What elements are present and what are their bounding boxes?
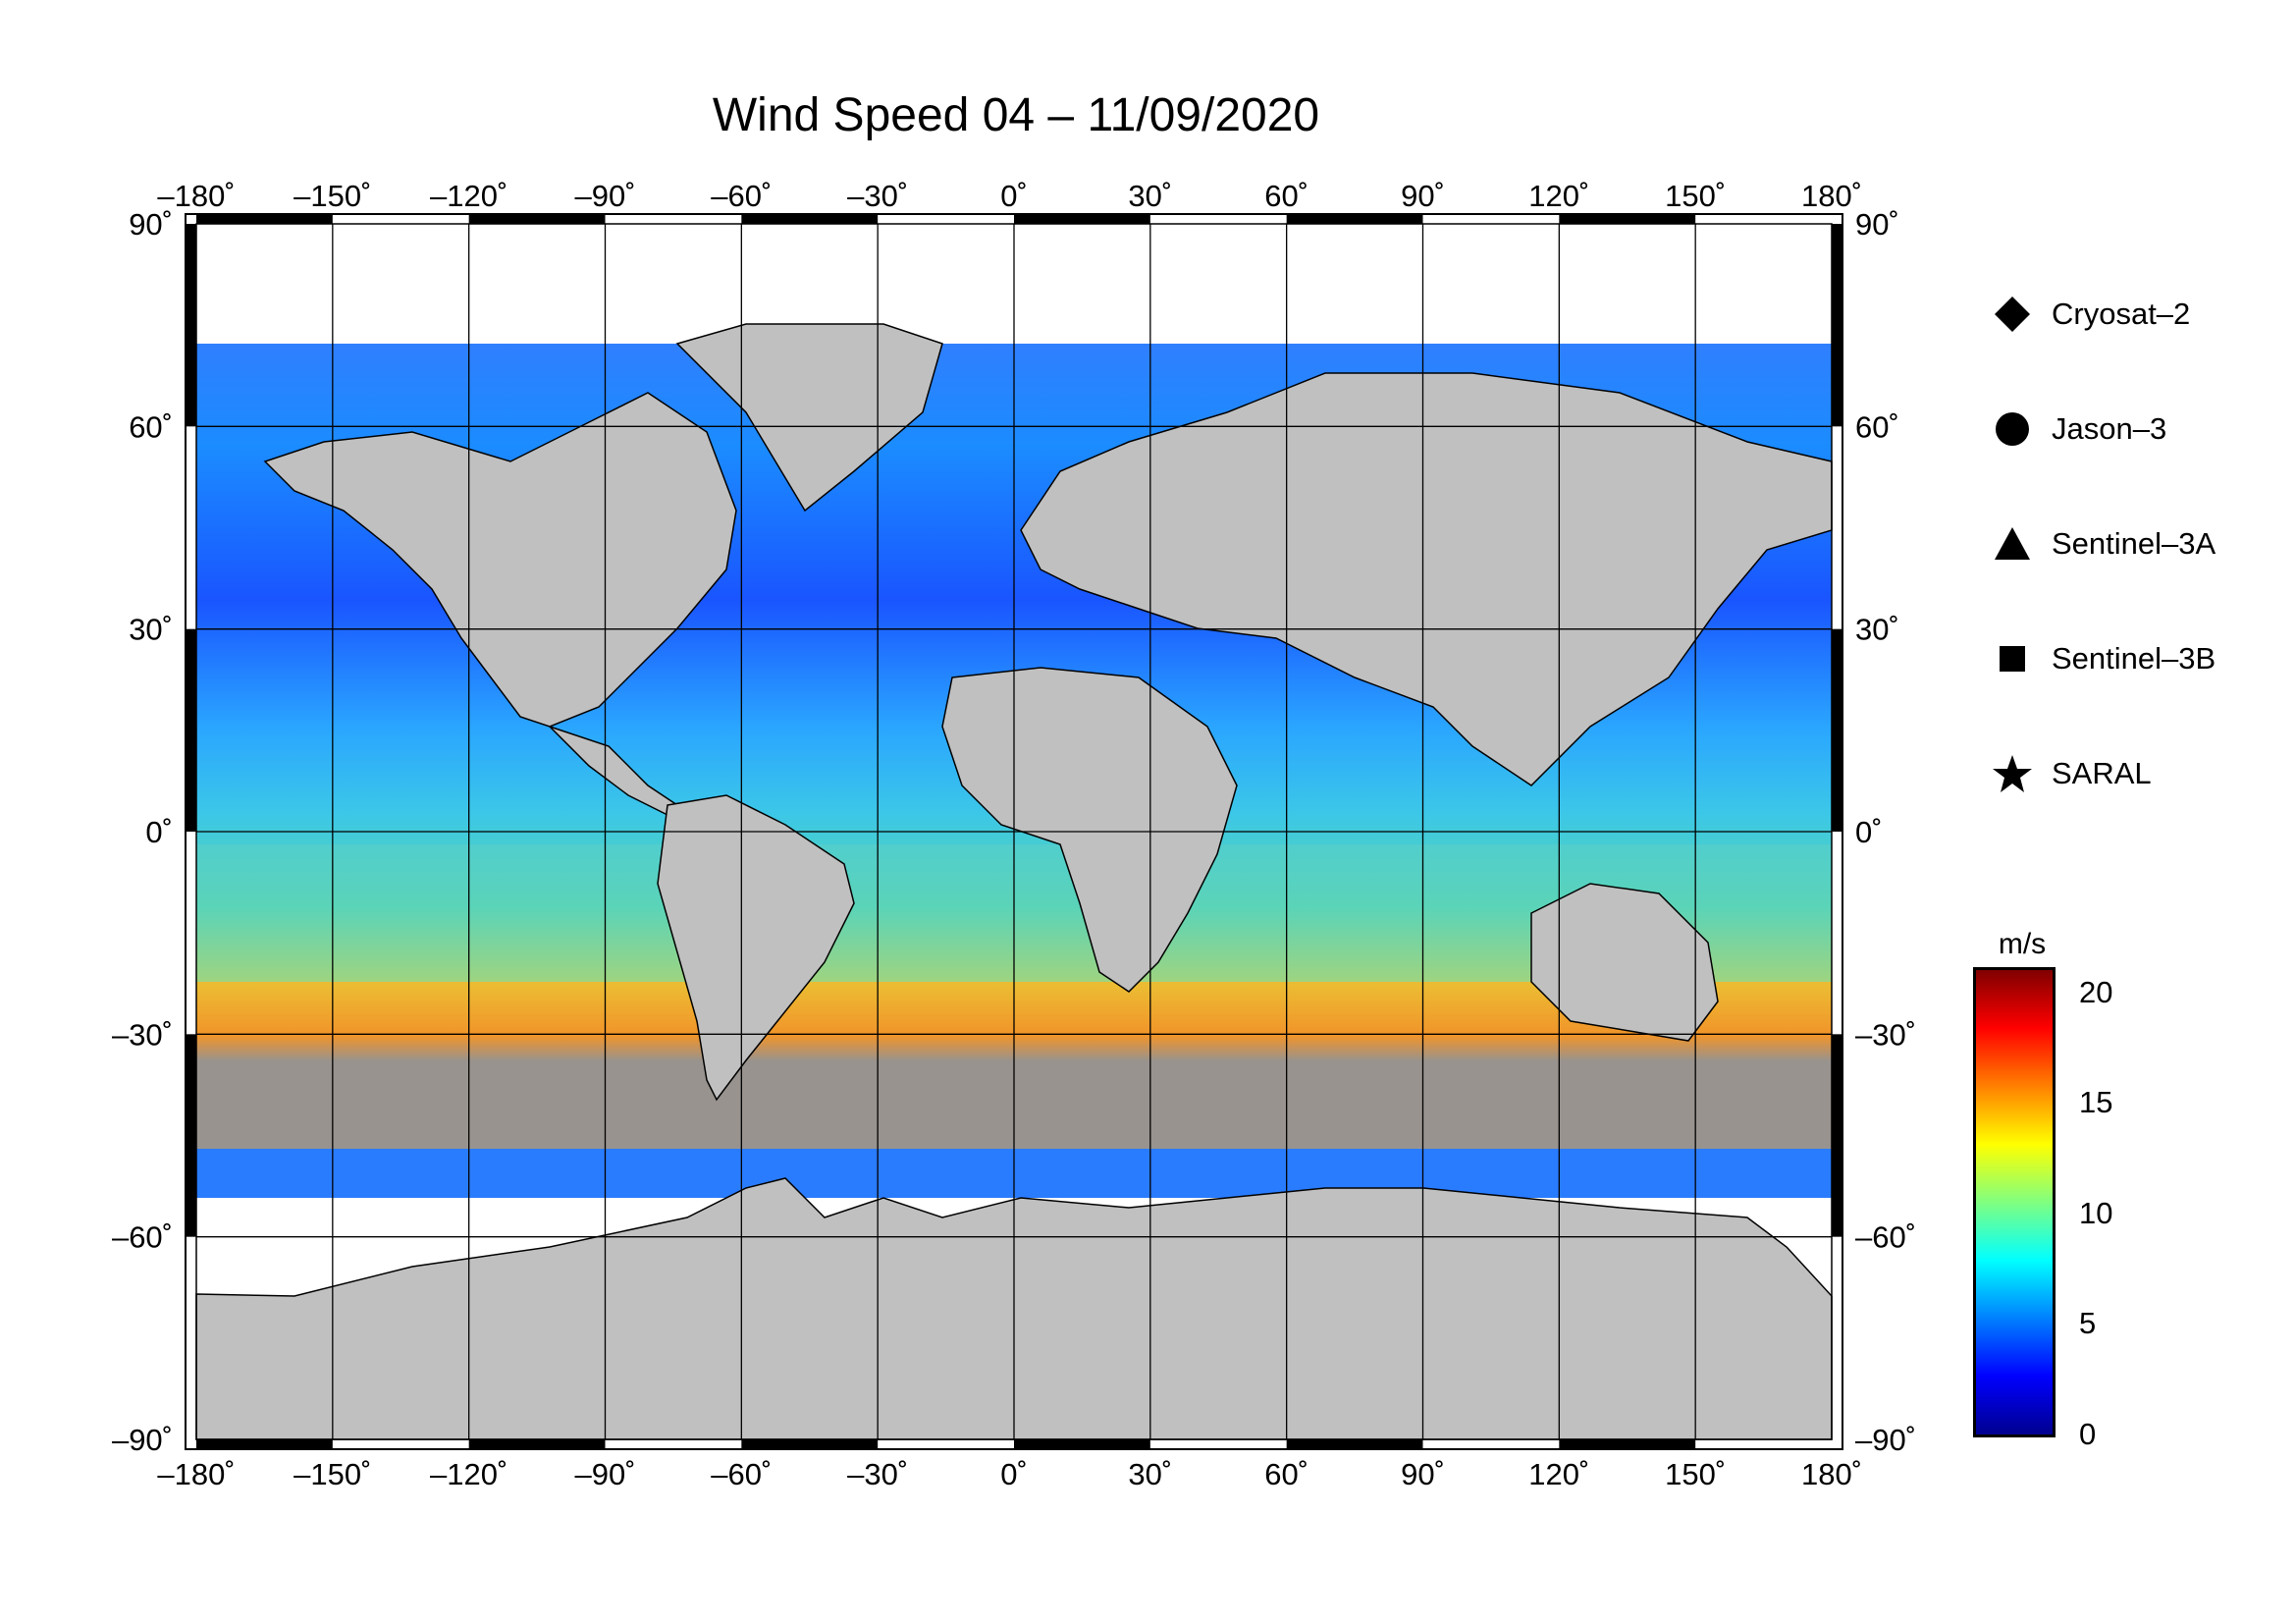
frame-bar-segment bbox=[1286, 214, 1423, 224]
latitude-tick-label: 30˚ bbox=[1855, 613, 1899, 647]
north-america-land bbox=[263, 392, 737, 728]
frame-scale-bars bbox=[186, 214, 1842, 1449]
latitude-tick-label: 0˚ bbox=[1855, 815, 1883, 849]
latitude-tick-label: 30˚ bbox=[129, 613, 173, 647]
longitude-tick-label: –90˚ bbox=[574, 179, 635, 213]
latitude-tick-label: 90˚ bbox=[1855, 207, 1899, 242]
frame-bar-segment bbox=[186, 628, 196, 832]
latitude-tick-label: –60˚ bbox=[1855, 1220, 1916, 1255]
map-title: Wind Speed 04 – 11/09/2020 bbox=[712, 89, 1320, 141]
legend-label: SARAL bbox=[2052, 756, 2152, 790]
diamond-icon bbox=[1993, 295, 2032, 334]
longitude-tick-label: 180˚ bbox=[1801, 1457, 1862, 1491]
longitude-labels-top: –180˚ –150˚ –120˚ –90˚ –60˚ –30˚ 0˚ 30˚ 60˚ 90˚ 12… bbox=[157, 179, 1862, 213]
frame-bar-segment bbox=[1559, 1439, 1696, 1449]
longitude-tick-label: 60˚ bbox=[1264, 1457, 1308, 1491]
longitude-tick-label: 180˚ bbox=[1801, 179, 1862, 213]
longitude-tick-label: 0˚ bbox=[1000, 179, 1028, 213]
longitude-tick-label: –120˚ bbox=[430, 179, 507, 213]
longitude-tick-label: –150˚ bbox=[294, 1457, 371, 1491]
latitude-tick-label: 60˚ bbox=[129, 409, 173, 444]
colorbar-tick-label: 0 bbox=[2079, 1417, 2097, 1451]
longitude-tick-label: 90˚ bbox=[1401, 179, 1445, 213]
latitude-tick-label: –30˚ bbox=[112, 1017, 173, 1052]
longitude-tick-label: 0˚ bbox=[1000, 1457, 1028, 1491]
legend-label: Jason–3 bbox=[2052, 411, 2167, 446]
longitude-tick-label: –120˚ bbox=[430, 1457, 507, 1491]
frame-bar-segment bbox=[1832, 628, 1842, 832]
longitude-tick-label: –60˚ bbox=[711, 1457, 772, 1491]
africa-land bbox=[941, 667, 1238, 993]
latitude-tick-label: –90˚ bbox=[1855, 1423, 1916, 1457]
legend-label: Sentinel–3A bbox=[2052, 526, 2216, 561]
longitude-tick-label: 150˚ bbox=[1665, 179, 1726, 213]
frame-bar-segment bbox=[186, 1034, 196, 1237]
greenland-land bbox=[675, 323, 943, 513]
longitude-tick-label: –180˚ bbox=[157, 1457, 235, 1491]
longitude-tick-label: –180˚ bbox=[157, 179, 235, 213]
longitude-tick-label: 60˚ bbox=[1264, 179, 1308, 213]
frame-bar-segment bbox=[196, 214, 333, 224]
colorbar-unit: m/s bbox=[1998, 928, 2047, 960]
colorbar-tick-label: 20 bbox=[2079, 974, 2113, 1009]
longitude-labels-bottom: –180˚ –150˚ –120˚ –90˚ –60˚ –30˚ 0˚ 30˚ 60˚ 90˚ 12… bbox=[157, 1457, 1862, 1491]
frame-bar-segment bbox=[741, 1439, 879, 1449]
frame-bar-segment bbox=[196, 1439, 333, 1449]
frame-bar-segment bbox=[1014, 1439, 1150, 1449]
longitude-tick-label: 30˚ bbox=[1128, 179, 1172, 213]
star-icon bbox=[1993, 754, 2032, 793]
frame-bar-segment bbox=[1014, 214, 1150, 224]
longitude-tick-label: 90˚ bbox=[1401, 1457, 1445, 1491]
legend-label: Cryosat–2 bbox=[2052, 297, 2191, 331]
latitude-tick-label: –60˚ bbox=[112, 1220, 173, 1255]
australia-land bbox=[1530, 883, 1719, 1042]
latitude-labels-left: 90˚ 60˚ 30˚ 0˚ –30˚ –60˚ –90˚ bbox=[112, 207, 173, 1457]
colorbar bbox=[1973, 967, 2056, 1437]
frame-bar-segment bbox=[741, 214, 879, 224]
latitude-labels-right: 90˚ 60˚ 30˚ 0˚ –30˚ –60˚ –90˚ bbox=[1855, 207, 1916, 1457]
circle-icon bbox=[1993, 409, 2032, 449]
colorbar-tick-label: 10 bbox=[2079, 1195, 2113, 1230]
frame-bar-segment bbox=[1832, 1034, 1842, 1237]
triangle-icon bbox=[1993, 524, 2032, 564]
longitude-tick-label: 120˚ bbox=[1528, 1457, 1589, 1491]
frame-bar-segment bbox=[468, 214, 606, 224]
colorbar-tick-label: 15 bbox=[2079, 1085, 2113, 1120]
frame-bar-segment bbox=[186, 224, 196, 427]
eurasia-land bbox=[1020, 372, 1833, 786]
longitude-tick-label: 120˚ bbox=[1528, 179, 1589, 213]
latitude-tick-label: –30˚ bbox=[1855, 1017, 1916, 1052]
longitude-tick-label: –150˚ bbox=[294, 179, 371, 213]
latitude-tick-label: 90˚ bbox=[129, 207, 173, 242]
longitude-tick-label: –60˚ bbox=[711, 179, 772, 213]
square-icon bbox=[1993, 639, 2032, 678]
latitude-tick-label: 60˚ bbox=[1855, 409, 1899, 444]
frame-bar-segment bbox=[1286, 1439, 1423, 1449]
latitude-tick-label: –90˚ bbox=[112, 1423, 173, 1457]
longitude-tick-label: 30˚ bbox=[1128, 1457, 1172, 1491]
frame-bar-segment bbox=[468, 1439, 606, 1449]
frame-bar-segment bbox=[1559, 214, 1696, 224]
longitude-tick-label: –90˚ bbox=[574, 1457, 635, 1491]
latitude-tick-label: 0˚ bbox=[145, 815, 173, 849]
longitude-tick-label: –30˚ bbox=[847, 179, 908, 213]
frame-bar-segment bbox=[1832, 224, 1842, 427]
legend-label: Sentinel–3B bbox=[2052, 641, 2216, 676]
longitude-tick-label: –30˚ bbox=[847, 1457, 908, 1491]
graticule-lines bbox=[196, 224, 1832, 1439]
longitude-tick-label: 150˚ bbox=[1665, 1457, 1726, 1491]
colorbar-tick-label: 5 bbox=[2079, 1306, 2097, 1341]
